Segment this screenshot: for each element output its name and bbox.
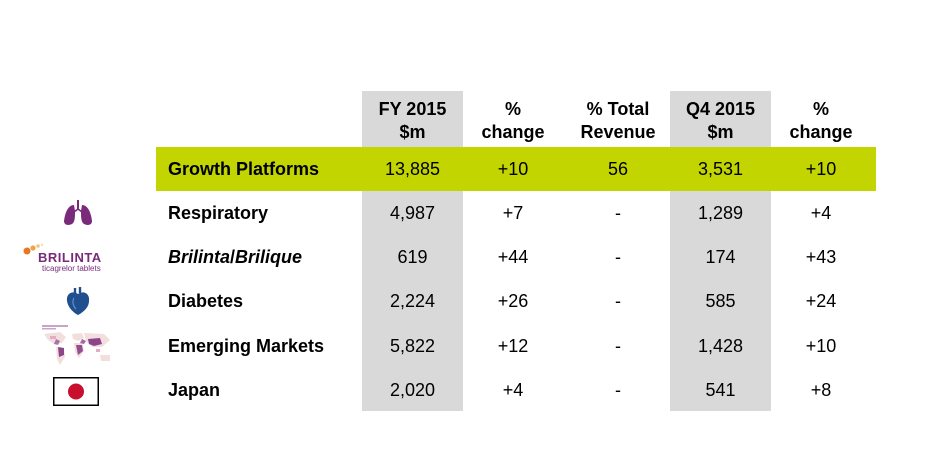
fy-value: 2,020	[389, 380, 436, 400]
q4-value: 1,428	[697, 336, 744, 356]
brilinta-brand-text: BRILINTA	[38, 250, 102, 265]
fy2015-column-shade	[362, 91, 463, 411]
row-label: Growth Platforms	[168, 159, 320, 179]
japan-flag-icon	[53, 377, 99, 406]
total-revenue-value: -	[615, 203, 621, 223]
header-total-revenue: % Total Revenue	[580, 99, 656, 142]
header-q4-change: % change	[789, 99, 853, 142]
table-row: Brilinta/Brilique 619 +44 - 174 +43	[0, 242, 933, 272]
table-row: Diabetes 2,224 +26 - 585 +24	[0, 286, 933, 316]
table-row: Emerging Markets 5,822 +12 - 1,428 +10	[0, 331, 933, 361]
row-label: Diabetes	[168, 291, 244, 311]
fy-change-value: +26	[497, 291, 529, 311]
total-revenue-value: -	[615, 380, 621, 400]
fy-value: 2,224	[389, 291, 436, 311]
brilinta-tagline: ticagrelor tablets	[42, 264, 101, 273]
row-label-separator: /	[230, 247, 236, 267]
table-row: Japan 2,020 +4 - 541 +8	[0, 375, 933, 405]
fy-change-value: +10	[497, 159, 529, 179]
fy-value: 619	[397, 247, 428, 267]
heart-icon	[66, 287, 90, 315]
q4-value: 3,531	[697, 159, 744, 179]
fy-value: 5,822	[389, 336, 436, 356]
q4-value: 585	[705, 291, 736, 311]
total-revenue-value: -	[615, 336, 621, 356]
table-row: Respiratory 4,987 +7 - 1,289 +4	[0, 198, 933, 228]
fy-change-value: +12	[497, 336, 529, 356]
row-label: Brilinta/Brilique	[168, 242, 302, 272]
header-fy-change: % change	[481, 99, 545, 142]
world-map-icon	[42, 325, 110, 365]
row-label-brilique: Brilique	[235, 247, 303, 267]
row-label: Emerging Markets	[168, 336, 325, 356]
q4-change-value: +10	[805, 159, 837, 179]
fy-change-value: +44	[497, 247, 529, 267]
q4-value: 541	[705, 380, 736, 400]
table-row: Growth Platforms 13,885 +10 56 3,531 +10	[0, 154, 933, 184]
fy-change-value: +7	[502, 203, 524, 223]
total-revenue-value: 56	[607, 159, 629, 179]
lungs-icon	[64, 200, 92, 225]
q4-change-value: +4	[810, 203, 832, 223]
row-label: Japan	[168, 380, 221, 400]
brilinta-logo: BRILINTA ticagrelor tablets	[22, 240, 134, 274]
q4-change-value: +43	[805, 247, 837, 267]
total-revenue-value: -	[615, 291, 621, 311]
row-label: Respiratory	[168, 203, 269, 223]
row-label-brilinta: Brilinta	[168, 247, 231, 267]
fy-value: 4,987	[389, 203, 436, 223]
q4-change-value: +24	[805, 291, 837, 311]
q4-change-value: +8	[810, 380, 832, 400]
q4-value: 174	[705, 247, 736, 267]
growth-platforms-highlight	[156, 147, 876, 191]
header-fy2015: FY 2015 $m	[378, 99, 447, 142]
q4-change-value: +10	[805, 336, 837, 356]
q42015-column-shade	[670, 91, 771, 411]
q4-value: 1,289	[697, 203, 744, 223]
fy-value: 13,885	[384, 159, 441, 179]
fy-change-value: +4	[502, 380, 524, 400]
brilinta-swoosh-icon	[23, 243, 44, 255]
header-q42015: Q4 2015 $m	[685, 99, 756, 142]
total-revenue-value: -	[615, 247, 621, 267]
